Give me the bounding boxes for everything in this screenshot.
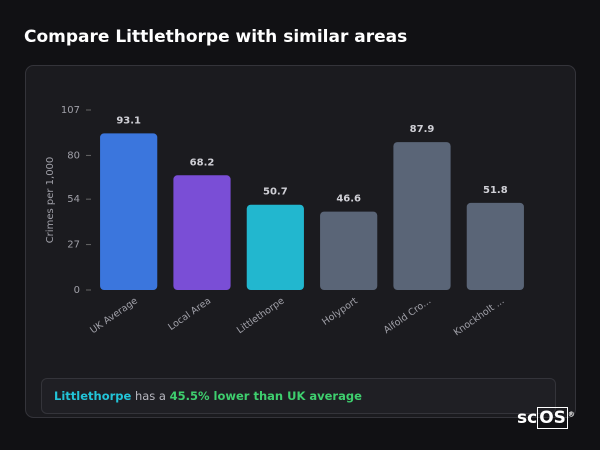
value-label: 87.9: [410, 124, 435, 135]
summary-area: Littlethorpe: [54, 389, 132, 403]
summary: Littlethorpe has a 45.5% lower than UK a…: [41, 378, 556, 414]
y-tick-label: 27: [67, 240, 80, 251]
summary-text: has a: [134, 389, 166, 403]
bar: [320, 211, 378, 290]
value-label: 46.6: [336, 194, 361, 205]
logo-prefix: sc: [517, 408, 538, 428]
bar: [246, 204, 304, 290]
value-label: 93.1: [116, 115, 141, 126]
bar: [100, 133, 158, 290]
value-label: 50.7: [263, 187, 288, 198]
y-tick-label: 107: [61, 105, 80, 116]
y-axis-label: Crimes per 1,000: [45, 157, 56, 244]
bar: [393, 142, 451, 290]
logo-boxed: OS: [537, 407, 568, 429]
bar: [466, 202, 524, 290]
summary-highlight: 45.5% lower than UK average: [169, 389, 362, 403]
value-label: 68.2: [190, 157, 215, 168]
y-tick-label: 54: [67, 194, 80, 205]
y-tick-label: 80: [67, 150, 80, 161]
logo-mark: ®: [567, 410, 575, 419]
page-title: Compare Littlethorpe with similar areas: [24, 27, 407, 47]
value-label: 51.8: [483, 185, 508, 196]
bar: [173, 175, 231, 290]
logo: sc OS ®: [517, 407, 575, 429]
y-tick-label: 0: [74, 285, 80, 296]
